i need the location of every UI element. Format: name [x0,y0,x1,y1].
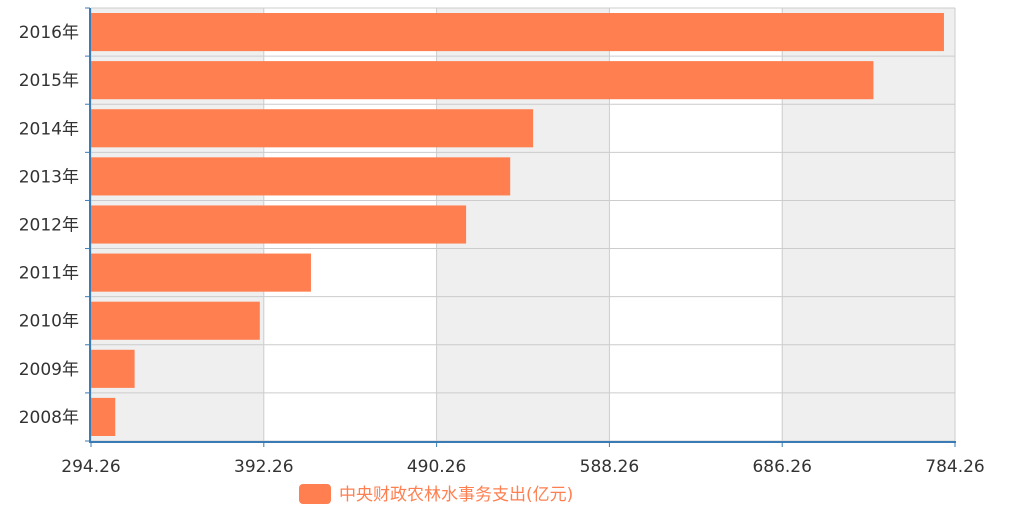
bar[interactable] [91,253,311,292]
bar[interactable] [91,301,260,340]
y-tick-label: 2015年 [19,71,79,91]
y-tick-label: 2013年 [19,167,79,187]
bar[interactable] [91,13,944,52]
legend-swatch[interactable] [299,484,331,504]
x-tick-label: 490.26 [407,457,466,477]
legend[interactable]: 中央财政农林水事务支出(亿元) [299,484,573,505]
axes [85,7,956,447]
y-tick-label: 2008年 [19,408,79,428]
bars [91,13,944,436]
y-axis-labels: 2016年 2015年 2014年 2013年 2012年 2011年 2010年 2009年… [19,23,79,428]
legend-label[interactable]: 中央财政农林水事务支出(亿元) [339,485,573,505]
x-tick-label: 588.26 [580,457,639,477]
y-tick-label: 2016年 [19,23,79,43]
x-tick-label: 392.26 [234,457,293,477]
x-axis-labels: 294.26 392.26 490.26 588.26 686.26 784.26 [61,457,984,477]
bar[interactable] [91,397,116,436]
bar[interactable] [91,349,135,388]
bar[interactable] [91,61,874,100]
x-tick-label: 784.26 [925,457,984,477]
bar[interactable] [91,205,467,244]
x-tick-label: 294.26 [61,457,120,477]
y-tick-label: 2010年 [19,312,79,332]
y-tick-label: 2012年 [19,216,79,236]
y-tick-label: 2014年 [19,119,79,139]
y-tick-label: 2011年 [19,264,79,284]
y-tick-label: 2009年 [19,360,79,380]
x-tick-label: 686.26 [752,457,811,477]
bar[interactable] [91,157,511,196]
bar[interactable] [91,109,534,148]
